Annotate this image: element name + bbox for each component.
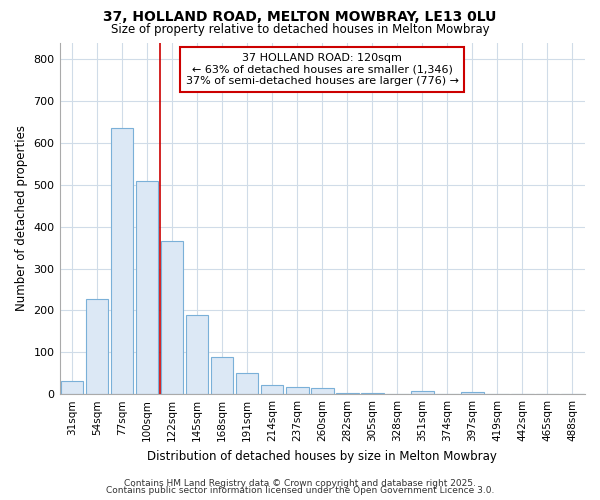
Bar xyxy=(461,392,484,394)
X-axis label: Distribution of detached houses by size in Melton Mowbray: Distribution of detached houses by size … xyxy=(148,450,497,462)
Y-axis label: Number of detached properties: Number of detached properties xyxy=(15,126,28,312)
Bar xyxy=(61,381,83,394)
Bar xyxy=(211,358,233,394)
Text: Contains HM Land Registry data © Crown copyright and database right 2025.: Contains HM Land Registry data © Crown c… xyxy=(124,478,476,488)
Bar xyxy=(86,298,109,394)
Bar xyxy=(261,385,283,394)
Bar xyxy=(286,386,308,394)
Bar xyxy=(111,128,133,394)
Text: Contains public sector information licensed under the Open Government Licence 3.: Contains public sector information licen… xyxy=(106,486,494,495)
Bar xyxy=(186,314,208,394)
Bar xyxy=(236,373,259,394)
Text: 37, HOLLAND ROAD, MELTON MOWBRAY, LE13 0LU: 37, HOLLAND ROAD, MELTON MOWBRAY, LE13 0… xyxy=(103,10,497,24)
Bar xyxy=(311,388,334,394)
Bar xyxy=(136,180,158,394)
Bar xyxy=(411,391,434,394)
Text: 37 HOLLAND ROAD: 120sqm
← 63% of detached houses are smaller (1,346)
37% of semi: 37 HOLLAND ROAD: 120sqm ← 63% of detache… xyxy=(186,53,459,86)
Text: Size of property relative to detached houses in Melton Mowbray: Size of property relative to detached ho… xyxy=(110,22,490,36)
Bar xyxy=(161,242,184,394)
